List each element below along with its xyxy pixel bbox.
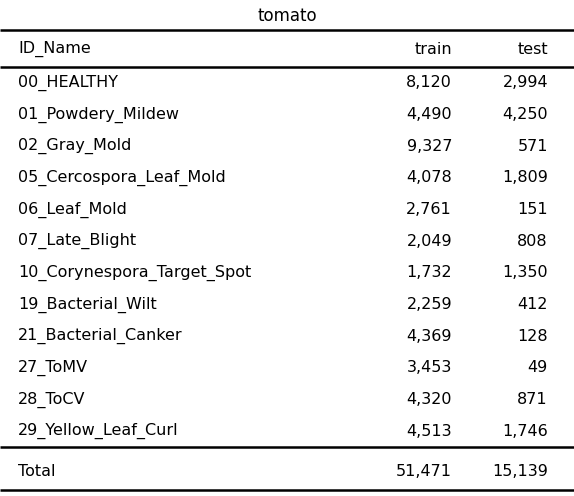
Text: 19_Bacterial_Wilt: 19_Bacterial_Wilt xyxy=(18,297,157,312)
Text: 4,513: 4,513 xyxy=(406,424,452,438)
Text: 28_ToCV: 28_ToCV xyxy=(18,391,86,408)
Text: 412: 412 xyxy=(518,297,548,312)
Text: 4,250: 4,250 xyxy=(502,107,548,122)
Text: 1,809: 1,809 xyxy=(502,170,548,186)
Text: train: train xyxy=(414,42,452,57)
Text: 571: 571 xyxy=(518,139,548,154)
Text: 2,994: 2,994 xyxy=(502,75,548,90)
Text: 02_Gray_Mold: 02_Gray_Mold xyxy=(18,138,131,154)
Text: Total: Total xyxy=(18,463,56,479)
Text: 1,732: 1,732 xyxy=(406,265,452,280)
Text: 01_Powdery_Mildew: 01_Powdery_Mildew xyxy=(18,107,179,123)
Text: 29_Yellow_Leaf_Curl: 29_Yellow_Leaf_Curl xyxy=(18,423,179,439)
Text: 07_Late_Blight: 07_Late_Blight xyxy=(18,233,136,249)
Text: 1,746: 1,746 xyxy=(502,424,548,438)
Text: 10_Corynespora_Target_Spot: 10_Corynespora_Target_Spot xyxy=(18,265,251,281)
Text: 06_Leaf_Mold: 06_Leaf_Mold xyxy=(18,201,127,218)
Text: 27_ToMV: 27_ToMV xyxy=(18,360,88,376)
Text: tomato: tomato xyxy=(257,7,317,25)
Text: 05_Cercospora_Leaf_Mold: 05_Cercospora_Leaf_Mold xyxy=(18,170,226,186)
Text: 4,078: 4,078 xyxy=(406,170,452,186)
Text: 4,369: 4,369 xyxy=(406,329,452,344)
Text: 4,490: 4,490 xyxy=(406,107,452,122)
Text: 4,320: 4,320 xyxy=(406,392,452,407)
Text: 8,120: 8,120 xyxy=(406,75,452,90)
Text: 00_HEALTHY: 00_HEALTHY xyxy=(18,75,118,91)
Text: 51,471: 51,471 xyxy=(396,463,452,479)
Text: test: test xyxy=(517,42,548,57)
Text: 2,761: 2,761 xyxy=(406,202,452,217)
Text: 49: 49 xyxy=(528,360,548,375)
Text: 2,049: 2,049 xyxy=(406,234,452,248)
Text: 128: 128 xyxy=(517,329,548,344)
Text: ID_Name: ID_Name xyxy=(18,41,91,57)
Text: 2,259: 2,259 xyxy=(406,297,452,312)
Text: 21_Bacterial_Canker: 21_Bacterial_Canker xyxy=(18,328,183,344)
Text: 808: 808 xyxy=(517,234,548,248)
Text: 151: 151 xyxy=(517,202,548,217)
Text: 3,453: 3,453 xyxy=(406,360,452,375)
Text: 9,327: 9,327 xyxy=(406,139,452,154)
Text: 1,350: 1,350 xyxy=(502,265,548,280)
Text: 871: 871 xyxy=(517,392,548,407)
Text: 15,139: 15,139 xyxy=(492,463,548,479)
